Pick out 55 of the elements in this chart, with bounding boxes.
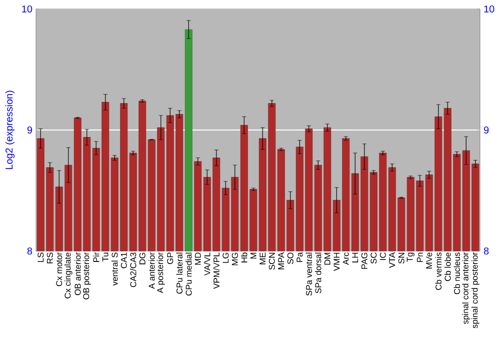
x-tick-label: Cx cingulate <box>64 252 72 298</box>
x-tick-label: spinal cord posterior <box>471 252 480 328</box>
x-tick-label: Tg <box>406 252 414 262</box>
x-tick-label: VMH <box>334 252 340 271</box>
y2-tick-label: 8 <box>484 247 489 255</box>
x-tick-label: GP <box>167 252 174 264</box>
x-tick-label: CA2/CA3 <box>130 252 136 288</box>
x-tick-label: Cb vermis <box>435 252 442 290</box>
x-tick-label: A anterior <box>148 252 155 289</box>
x-tick-label: Pir <box>93 252 100 262</box>
x-tick-label: LG <box>222 252 229 263</box>
x-tick-label: DM <box>324 252 330 265</box>
x-tick-label: ME <box>260 252 266 264</box>
x-tick-label: VPM/VPL <box>213 252 220 289</box>
x-tick-label: OB posterior <box>82 252 91 300</box>
x-tick-label: Cb nucleus <box>454 252 460 294</box>
x-tick-label: MD <box>194 252 201 265</box>
x-tick-label: IC <box>380 252 386 260</box>
x-tick-label: VTA <box>389 252 396 268</box>
x-tick-label: Pa <box>296 252 303 262</box>
y2-tick-label: 10 <box>484 5 494 13</box>
x-tick-label: A posterior <box>156 252 165 294</box>
y-tick-label: 9 <box>27 126 32 134</box>
y-tick-label: 8 <box>27 247 32 255</box>
x-tick-label: DG <box>139 252 146 264</box>
x-tick-label: SPa dorsal <box>315 252 322 294</box>
x-tick-label: MVe <box>426 252 432 268</box>
y-tick-label: 10 <box>22 5 32 13</box>
x-tick-label: Tu <box>102 252 108 262</box>
x-tick-label: MPA <box>278 252 284 270</box>
x-tick-label: CPu medial <box>186 252 192 296</box>
x-tick-label: PAG <box>361 252 368 269</box>
x-tick-label: M <box>250 252 256 259</box>
x-tick-label: OB anterior <box>74 252 81 296</box>
x-tick-label: Cx motor <box>56 252 62 286</box>
x-tick-label: SPa ventral <box>306 252 312 296</box>
y-axis-title: Log2 (expression) <box>5 90 15 170</box>
x-tick-label: SO <box>287 252 294 264</box>
x-tick-label: SCN <box>268 252 275 270</box>
x-tick-label: Pn <box>416 252 423 262</box>
y2-tick-label: 9 <box>484 126 489 134</box>
x-tick-label: CPu lateral <box>176 252 182 294</box>
x-tick-label: LS <box>38 252 44 262</box>
x-tick-label: LH <box>352 252 358 262</box>
x-tick-label: ventral S <box>112 252 118 286</box>
x-tick-label: CA1 <box>120 252 127 268</box>
x-tick-label: VA/VL <box>204 252 210 276</box>
x-tick-label: SN <box>398 252 404 264</box>
x-tick-label: Hb <box>241 252 248 262</box>
x-tick-label: spinal cord anterior <box>462 252 470 324</box>
x-tick-label: RS <box>46 252 53 264</box>
x-tick-label: Cb lobe <box>444 252 451 281</box>
x-tick-label: MG <box>232 252 238 266</box>
x-tick-label: Arc <box>342 252 349 265</box>
x-tick-label: SC <box>370 252 377 264</box>
